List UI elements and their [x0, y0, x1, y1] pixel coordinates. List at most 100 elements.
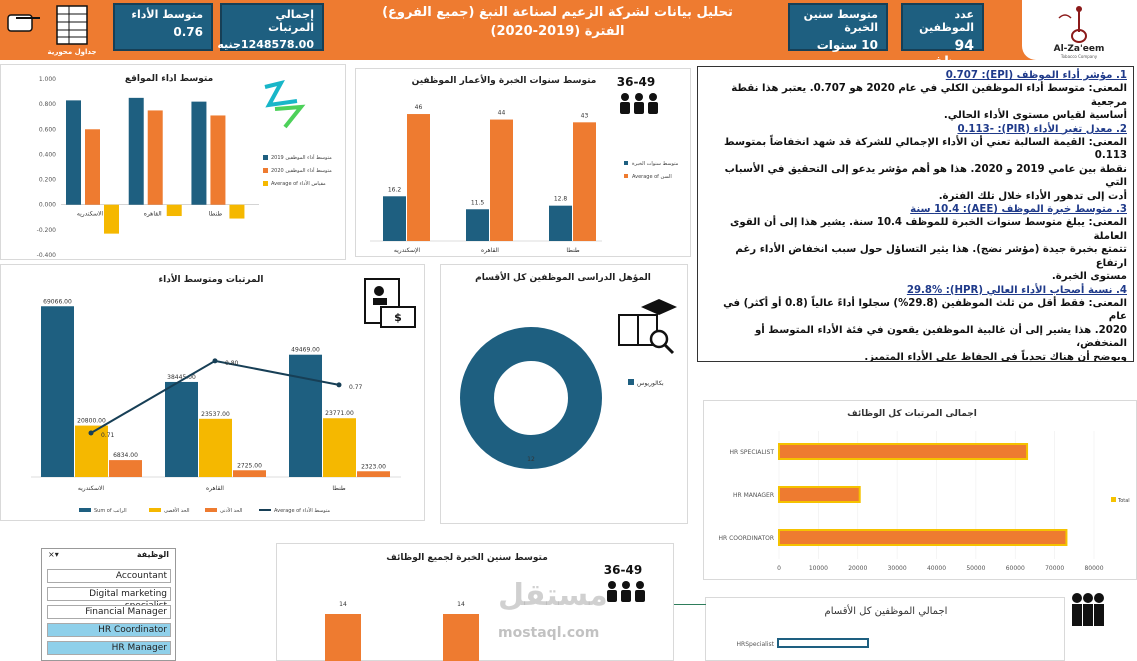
data-label: 20800.00	[77, 418, 106, 425]
people-icon: 36-49	[617, 75, 658, 114]
x-tick-label: 40000	[927, 565, 946, 572]
salary-document-icon: $	[364, 278, 416, 328]
x-tick-label: طنطا	[209, 211, 223, 218]
bar	[778, 443, 1029, 460]
bar	[407, 114, 430, 241]
chart-title: اجمالي الموظفين كل الأقسام	[825, 604, 948, 617]
data-label: 38445.00	[167, 374, 196, 381]
legend-swatch	[1111, 497, 1116, 502]
company-logo: Al-Za'eem Tobacco Company	[1022, 0, 1137, 60]
legend-label: Sum of الراتب	[94, 508, 127, 514]
legend-label: بكالوريوس	[637, 380, 664, 387]
bar	[229, 204, 245, 219]
kpi-label: متوسط الأداء	[131, 8, 203, 21]
bar	[66, 100, 81, 205]
x-tick-label: القاهره	[206, 485, 224, 492]
data-label: 46	[415, 104, 423, 111]
legend-label: الحد الأقصى	[164, 507, 190, 514]
bar	[778, 529, 1068, 546]
y-tick-label: -0.200	[37, 227, 57, 234]
data-label: 44	[498, 110, 506, 117]
age-range-label: 36-49	[604, 563, 642, 577]
pivot-tables-nav[interactable]: جداول محورية	[2, 2, 107, 57]
bar	[199, 418, 232, 477]
x-tick-label: 20000	[848, 565, 867, 572]
x-tick-label: طنطا	[332, 485, 346, 492]
bar	[109, 460, 142, 477]
legend-swatch	[263, 155, 268, 160]
chart-title: متوسط اداء المواقع	[125, 74, 213, 84]
slicer-item[interactable]: Accountant	[47, 569, 171, 583]
bar	[383, 196, 406, 241]
nav-caption: جداول محورية	[47, 48, 96, 56]
kpi-avg-performance: متوسط الأداء 0.76	[113, 3, 213, 51]
y-tick-label: 0.400	[39, 151, 56, 158]
legend-swatch	[79, 508, 91, 512]
y-tick-label: HR MANAGER	[733, 492, 774, 499]
x-tick-label: 80000	[1084, 565, 1103, 572]
chart-title: اجمالى المرتبات كل الوظائف	[847, 409, 977, 419]
kpi-heading: 1. مؤشر أداء الموظف (EPI): 0.707	[945, 70, 1127, 81]
chart-title: المؤهل الدراسى الموظفين كل الأقسام	[475, 271, 651, 283]
data-label: 2725.00	[237, 462, 262, 469]
data-label: 2323.00	[361, 463, 386, 470]
legend-swatch	[624, 174, 628, 178]
bar	[85, 129, 100, 205]
legend-label: الحد الأدنى	[220, 507, 242, 514]
chart-title: متوسط سنوات الخبرة والأعمار الموظفين	[412, 74, 597, 86]
x-tick-label: القاهره	[144, 211, 162, 218]
data-label: 12	[527, 456, 535, 463]
title-line2: الفترة (2019-2020)	[490, 24, 625, 39]
bar	[357, 471, 390, 477]
line-point	[212, 358, 218, 364]
performance-chart: متوسط اداء المواقع 1.000 0.800 0.600 0.400 0…	[37, 74, 332, 259]
job-count-chart: اجمالي الموظفين كل الأقسام HRSpecialist	[737, 604, 948, 648]
job-experience-chart-panel: متوسط سنين الخبرة لجميع الوظائف 36-49 14…	[276, 543, 674, 661]
table-icon	[56, 5, 88, 45]
bar	[41, 306, 74, 477]
bar	[325, 614, 361, 661]
logo-text: Al-Za'eem	[1054, 44, 1105, 54]
slicer-item[interactable]: Digital marketing specialist	[47, 587, 171, 611]
bar	[191, 101, 207, 205]
data-label: 0.71	[101, 432, 115, 439]
kpi-label: عدد الموظفين	[919, 8, 974, 34]
clear-filter-icon[interactable]: ⨯▾	[48, 550, 59, 559]
education-chart-panel: المؤهل الدراسى الموظفين كل الأقسام 12 بكا…	[440, 264, 688, 524]
y-tick-label: 0.200	[39, 177, 56, 184]
data-label: 6834.00	[113, 452, 138, 459]
slicer-item[interactable]: HR Coordinator	[47, 623, 171, 637]
connector-line	[674, 604, 706, 605]
data-label: 23771.00	[325, 410, 354, 417]
legend-label: Average of مقياس الأداء	[271, 180, 326, 187]
title-line1: تحليل بيانات لشركة الزعيم لصناعة النبغ (…	[382, 5, 733, 20]
bar	[443, 614, 479, 661]
kpi-heading: 3. متوسط خبرة الموظف (AEE): 10.4 سنة	[910, 204, 1127, 216]
salary-performance-chart-panel: المرتبات ومتوسط الأداء $ 69066.00 20800.0…	[0, 264, 425, 521]
bar	[490, 119, 513, 241]
bar	[104, 204, 119, 234]
y-tick-label: 0.600	[39, 126, 56, 133]
kpi-avg-experience: متوسط سنين الخبرة 10 سنوات	[788, 3, 888, 52]
y-tick-label: 1.000	[39, 76, 56, 83]
kpi-description: تتمتع بخبرة جيدة (مؤشر نضج). هذا يثير ال…	[735, 244, 1127, 269]
job-experience-chart: متوسط سنين الخبرة لجميع الوظائف 36-49 14…	[325, 553, 645, 661]
kpi-description: المعنى: فقط أقل من ثلث الموظفين (29.8%) …	[723, 297, 1127, 323]
job-slicer[interactable]: الوظيفة ⨯▾ Accountant Digital marketing s…	[41, 548, 176, 661]
line-point	[88, 430, 94, 436]
data-label: 0.77	[349, 384, 363, 391]
x-tick-label: الاسكندريه	[77, 211, 104, 218]
slicer-item[interactable]: HR Manager	[47, 641, 171, 655]
bar	[128, 97, 144, 205]
kpi-value: 0.76	[173, 25, 203, 39]
kpi-description: نقطة بين عامي 2019 و 2020. هذا هو أهم مؤ…	[724, 163, 1127, 189]
data-label: 0.80	[225, 360, 239, 367]
y-tick-label: -0.400	[37, 252, 57, 259]
chart-title: المرتبات ومتوسط الأداء	[159, 273, 264, 285]
x-tick-label: 0	[777, 565, 781, 572]
kpi-value: 1248578.00جنيه	[217, 38, 314, 51]
kpi-heading: 4. نسبة أصحاب الأداء العالي (HPR): 29.8%	[906, 284, 1127, 296]
slicer-item[interactable]: Financial Manager	[47, 605, 171, 619]
people-icon: 36-49	[604, 563, 645, 602]
kpi-explanation-textbox: 1. مؤشر أداء الموظف (EPI): 0.707 المعنى: …	[697, 66, 1134, 362]
